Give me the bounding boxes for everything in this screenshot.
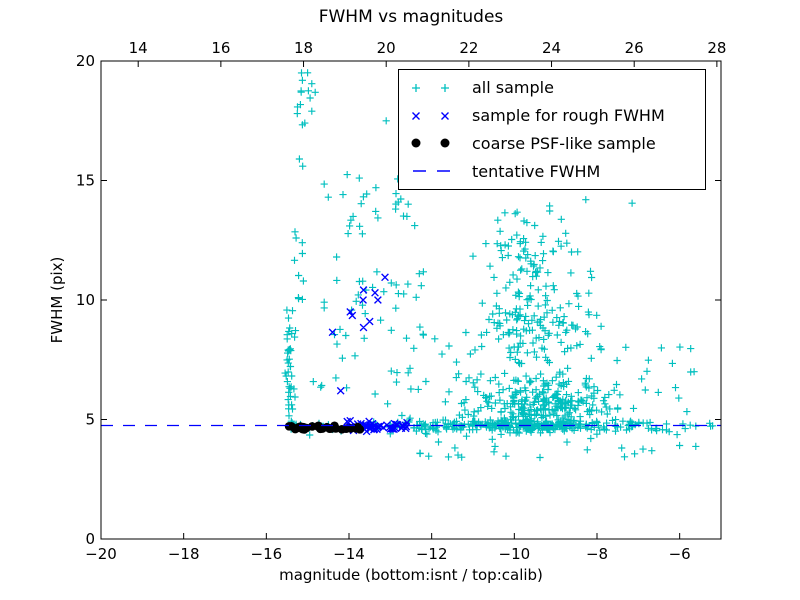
svg-text:18: 18 [294,39,313,57]
chart-title: FWHM vs magnitudes [318,7,504,27]
svg-text:15: 15 [76,172,95,190]
svg-text:5: 5 [85,411,95,429]
legend-entry-tentative-fwhm: tentative FWHM [409,157,705,185]
x-axis-label: magnitude (bottom:isnt / top:calib) [279,566,543,584]
svg-text:−14: −14 [333,545,365,563]
svg-text:−16: −16 [251,545,283,563]
svg-text:24: 24 [542,39,561,57]
legend-label: all sample [472,78,554,98]
y-axis-label: FWHM (pix) [48,256,66,344]
svg-text:−18: −18 [168,545,200,563]
legend-entry-psf-sample: coarse PSF-like sample [409,130,705,158]
legend-entry-rough-fwhm: sample for rough FWHM [409,102,705,130]
svg-text:22: 22 [459,39,478,57]
svg-text:10: 10 [76,291,95,309]
svg-text:−8: −8 [586,545,608,563]
svg-text:16: 16 [211,39,230,57]
svg-text:0: 0 [85,530,95,548]
svg-text:20: 20 [76,52,95,70]
svg-text:−20: −20 [85,545,117,563]
svg-text:−6: −6 [669,545,691,563]
legend-entry-all-sample: all sample [409,74,705,102]
plus-marker-icon [412,83,449,92]
svg-text:−10: −10 [499,545,531,563]
dot-marker-icon [411,138,450,148]
svg-text:−12: −12 [416,545,448,563]
svg-text:28: 28 [707,39,726,57]
legend-label: coarse PSF-like sample [472,133,656,153]
svg-text:26: 26 [625,39,644,57]
legend-label: tentative FWHM [472,161,601,181]
legend-label: sample for rough FWHM [472,106,665,126]
svg-text:20: 20 [377,39,396,57]
svg-text:14: 14 [129,39,148,57]
legend: all sample sample for rough FWHM coarse … [398,69,706,190]
x-marker-icon [412,111,449,120]
dashed-line-icon [413,170,453,172]
